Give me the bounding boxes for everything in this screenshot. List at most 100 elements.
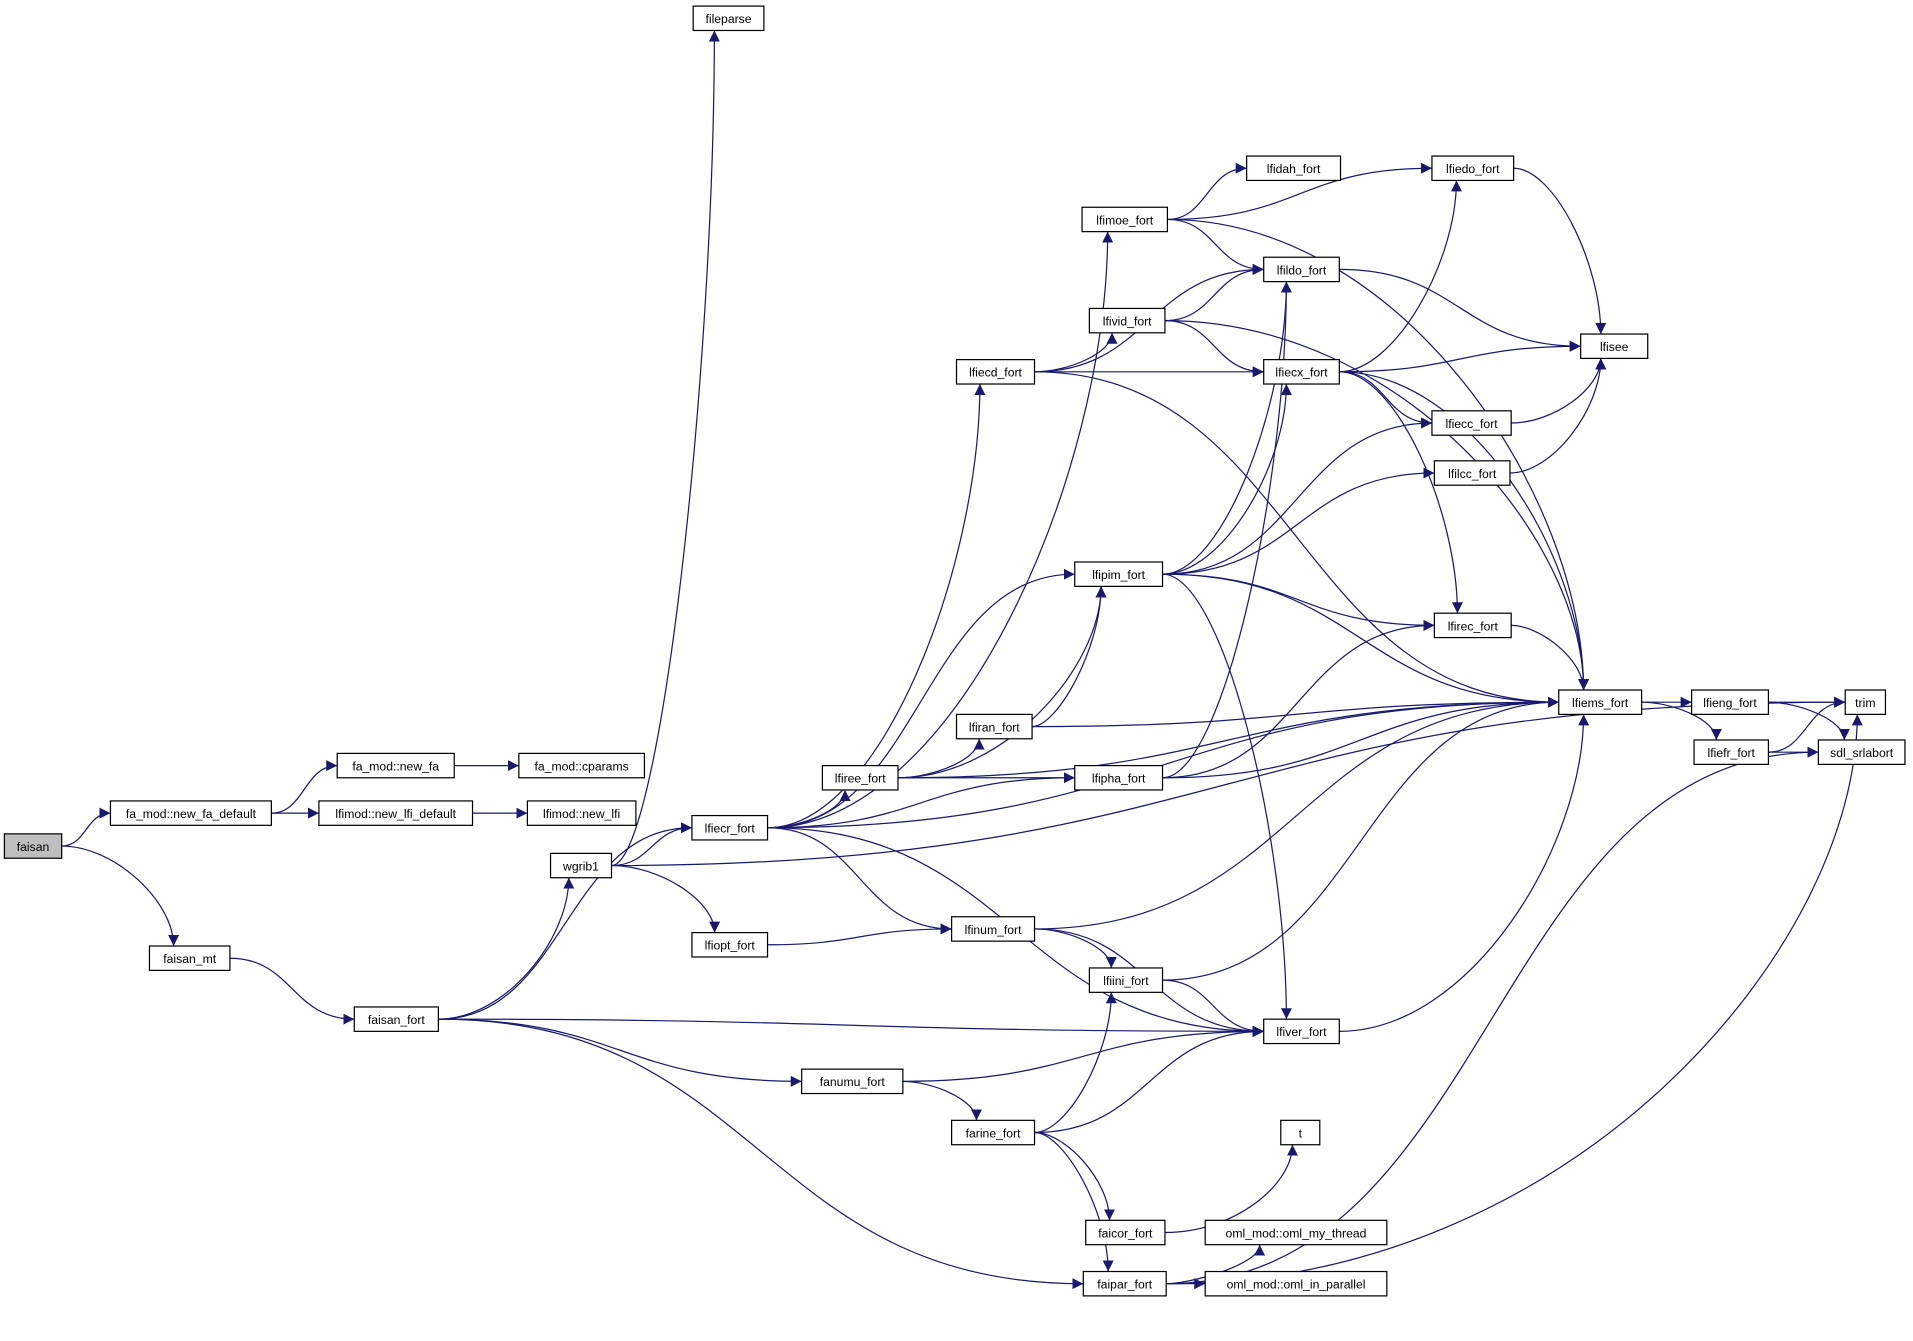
node-label: lfirec_fort <box>1448 619 1499 633</box>
edge-lfiecd-fort-to-lfiems-fort <box>1034 371 1559 708</box>
edge-lfipim-fort-to-lfirec-fort <box>1162 573 1435 631</box>
node-lfiran-fort[interactable]: lfiran_fort <box>955 713 1033 740</box>
node-box <box>336 752 455 779</box>
node-label: faisan <box>17 840 50 854</box>
edge-faisan-fort-to-wgrib1 <box>438 877 575 1020</box>
edge-fanumu-fort-to-lfiver-fort <box>902 1025 1264 1082</box>
node-lfinum-fort[interactable]: lfinum_fort <box>951 916 1036 942</box>
node-label: lfiedo_fort <box>1446 162 1500 176</box>
node-lfieng-fort[interactable]: lfieng_fort <box>1691 689 1770 715</box>
edge-faipar-fort-to-sdl-srlabort <box>1166 746 1819 1285</box>
node-fanumu-fort[interactable]: fanumu_fort <box>801 1068 904 1095</box>
node-oml-mod-oml-in-parallel[interactable]: oml_mod::oml_in_parallel <box>1204 1270 1388 1297</box>
node-lfiopt-fort[interactable]: lfiopt_fort <box>691 931 769 958</box>
node-lfipha-fort[interactable]: lfipha_fort <box>1074 764 1164 791</box>
node-label: lfildo_fort <box>1277 263 1327 277</box>
edge-lfipim-fort-to-lfilcc-fort <box>1162 467 1435 575</box>
node-label: oml_mod::oml_in_parallel <box>1227 1278 1366 1292</box>
edge-lfieng-fort-to-sdl-srlabort <box>1768 701 1850 741</box>
node-box <box>549 852 613 879</box>
node-lfiecd-fort[interactable]: lfiecd_fort <box>955 359 1036 385</box>
node-lfirec-fort[interactable]: lfirec_fort <box>1433 612 1512 639</box>
node-faisan-fort[interactable]: faisan_fort <box>353 1006 439 1032</box>
node-farine-fort[interactable]: farine_fort <box>951 1119 1036 1146</box>
node-box <box>1844 689 1887 715</box>
node-lfiems-fort[interactable]: lfiems_fort <box>1558 689 1643 715</box>
node-box <box>1817 739 1906 765</box>
edge-lfirec-fort-to-lfiems-fort <box>1511 624 1590 691</box>
edge-lfiopt-fort-to-lfinum-fort <box>767 923 952 946</box>
node-label: faisan_fort <box>368 1013 426 1027</box>
node-lfisee[interactable]: lfisee <box>1580 333 1649 360</box>
node-label: lfidah_fort <box>1267 162 1321 176</box>
node-wgrib1[interactable]: wgrib1 <box>549 852 613 879</box>
node-faicor-fort[interactable]: faicor_fort <box>1085 1219 1166 1246</box>
node-lfiver-fort[interactable]: lfiver_fort <box>1263 1018 1340 1045</box>
node-fa-mod-new-fa-default[interactable]: fa_mod::new_fa_default <box>109 800 272 826</box>
node-label: fa_mod::new_fa <box>352 759 439 773</box>
node-box <box>951 1119 1036 1146</box>
node-sdl-srlabort[interactable]: sdl_srlabort <box>1817 739 1906 765</box>
node-box <box>1246 155 1342 182</box>
edge-lfilcc-fort-to-lfisee <box>1509 358 1607 474</box>
node-box <box>691 931 769 958</box>
node-lfimod-new-lfi[interactable]: lfimod::new_lfi <box>526 800 637 826</box>
node-faisan[interactable]: faisan <box>3 833 63 859</box>
node-label: trim <box>1855 696 1875 710</box>
node-lfiini-fort[interactable]: lfiini_fort <box>1088 967 1164 993</box>
edge-wgrib1-to-lfiopt-fort <box>611 864 721 933</box>
node-lfiecc-fort[interactable]: lfiecc_fort <box>1431 410 1512 436</box>
edge-faisan-mt-to-faisan-fort <box>229 957 355 1025</box>
node-faipar-fort[interactable]: faipar_fort <box>1082 1270 1167 1297</box>
node-lfipim-fort[interactable]: lfipim_fort <box>1074 561 1164 587</box>
node-label: lfimoe_fort <box>1096 213 1154 227</box>
node-lfimoe-fort[interactable]: lfimoe_fort <box>1081 206 1169 233</box>
node-box <box>1693 739 1770 765</box>
node-lfivid-fort[interactable]: lfivid_fort <box>1088 307 1166 334</box>
node-box <box>692 5 765 32</box>
node-trim[interactable]: trim <box>1844 689 1887 715</box>
node-box <box>1691 689 1770 715</box>
edge-lfiecc-fort-to-lfisee <box>1511 358 1607 424</box>
node-lfiecx-fort[interactable]: lfiecx_fort <box>1263 359 1340 385</box>
node-box <box>526 800 637 826</box>
edge-lfiecx-fort-to-lfiedo-fort <box>1339 180 1462 373</box>
node-label: faisan_mt <box>163 952 216 966</box>
node-t[interactable]: t <box>1280 1119 1321 1146</box>
edge-lfiecr-fort-to-lfipim-fort <box>767 568 1075 829</box>
edge-lfiecx-fort-to-lfirec-fort <box>1339 371 1463 614</box>
node-box <box>1088 307 1166 334</box>
edge-lfimoe-fort-to-lfidah-fort <box>1167 162 1247 221</box>
node-lfilcc-fort[interactable]: lfilcc_fort <box>1433 460 1511 486</box>
node-box <box>1580 333 1649 360</box>
node-lfidah-fort[interactable]: lfidah_fort <box>1246 155 1342 182</box>
node-label: lfivid_fort <box>1103 314 1152 328</box>
node-lfiecr-fort[interactable]: lfiecr_fort <box>691 814 769 841</box>
node-label: farine_fort <box>966 1126 1021 1140</box>
node-lfildo-fort[interactable]: lfildo_fort <box>1263 256 1340 283</box>
node-oml-mod-oml-my-thread[interactable]: oml_mod::oml_my_thread <box>1204 1219 1388 1246</box>
node-lfimod-new-lfi-default[interactable]: lfimod::new_lfi_default <box>318 800 474 826</box>
node-lfiree-fort[interactable]: lfiree_fort <box>821 764 899 791</box>
edge-lfivid-fort-to-lfiecx-fort <box>1164 320 1264 378</box>
node-faisan-mt[interactable]: faisan_mt <box>148 945 231 972</box>
edge-lfipim-fort-to-lfiecx-fort <box>1162 384 1292 575</box>
node-label: lfiree_fort <box>835 772 886 786</box>
node-label: lfimod::new_lfi_default <box>335 807 456 821</box>
node-label: lfiecr_fort <box>705 822 756 836</box>
node-box <box>955 713 1033 740</box>
edge-lfinum-fort-to-lfiems-fort <box>1034 696 1559 930</box>
node-lfiefr-fort[interactable]: lfiefr_fort <box>1693 739 1770 765</box>
node-fa-mod-new-fa[interactable]: fa_mod::new_fa <box>336 752 455 779</box>
node-box <box>109 800 272 826</box>
edge-lfiini-fort-to-lfiems-fort <box>1162 696 1559 981</box>
edge-lfiree-fort-to-lfipim-fort <box>897 586 1107 779</box>
edge-farine-fort-to-faipar-fort <box>1034 1131 1114 1272</box>
node-fileparse[interactable]: fileparse <box>692 5 765 32</box>
node-lfiedo-fort[interactable]: lfiedo_fort <box>1431 155 1515 182</box>
edge-lfiecr-fort-to-lfinum-fort <box>767 827 952 935</box>
node-fa-mod-cparams[interactable]: fa_mod::cparams <box>518 752 646 779</box>
edge-lfipha-fort-to-lfirec-fort <box>1162 619 1435 779</box>
node-label: lfiecc_fort <box>1445 417 1498 431</box>
edge-lfivid-fort-to-lfildo-fort <box>1164 263 1264 322</box>
